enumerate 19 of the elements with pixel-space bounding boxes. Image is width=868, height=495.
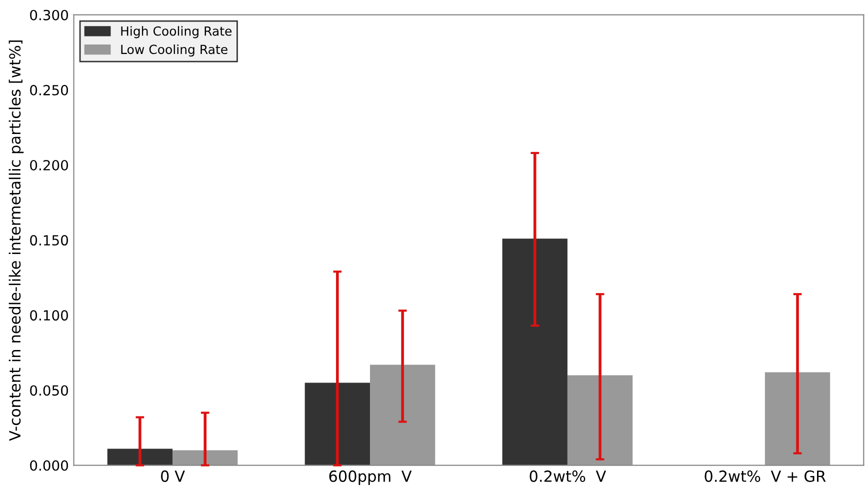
y-tick-label: 0.250 <box>30 84 68 96</box>
y-axis-title: V-content in needle-like intermetallic particles [wt%] <box>8 40 24 441</box>
bar <box>304 382 370 466</box>
bar <box>502 238 568 466</box>
legend-label: Low Cooling Rate <box>121 44 228 57</box>
bar <box>370 364 436 466</box>
legend-label: High Cooling Rate <box>121 26 232 38</box>
bar <box>567 375 633 466</box>
x-tick-label: 0 V <box>161 470 185 482</box>
y-tick-label: 0.150 <box>30 235 68 246</box>
x-tick-label: 0.2wt% V <box>530 470 606 482</box>
y-tick-label: 0.200 <box>30 160 68 170</box>
y-tick-label: 0.050 <box>30 385 68 396</box>
y-tick-label: 0.100 <box>30 310 68 321</box>
x-tick-label: 0.2wt% V + GR <box>704 470 826 482</box>
y-tick-label: 0.000 <box>30 460 68 471</box>
x-tick-label: 600ppm V <box>329 470 412 485</box>
bar <box>764 372 830 466</box>
y-tick-label: 0.300 <box>30 10 68 20</box>
